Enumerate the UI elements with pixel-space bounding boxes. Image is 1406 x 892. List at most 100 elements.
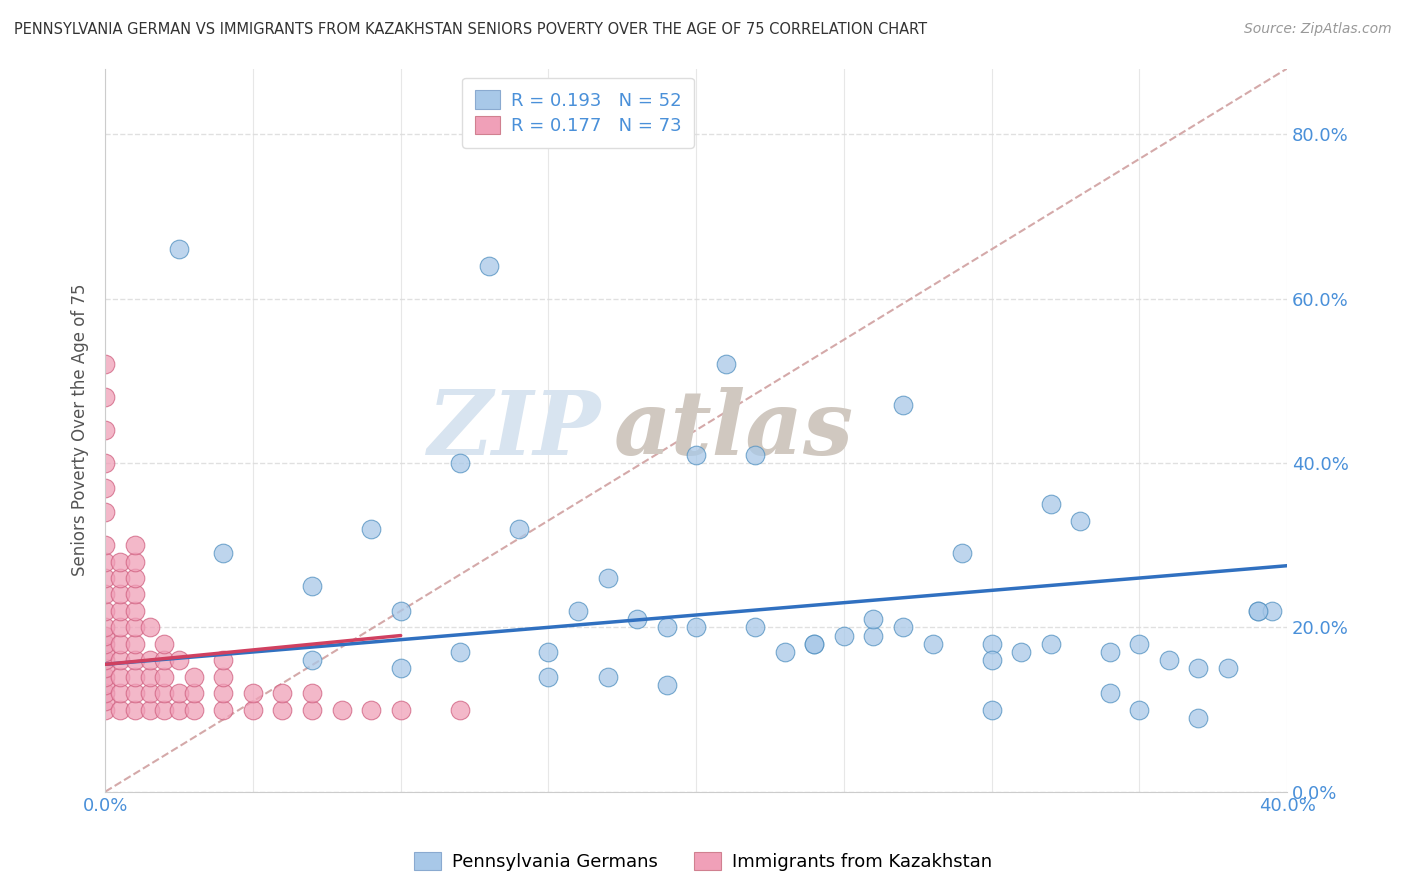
Text: atlas: atlas <box>613 387 853 474</box>
Point <box>94 686 117 700</box>
Point <box>389 661 412 675</box>
Point <box>138 670 160 684</box>
Point <box>94 538 117 552</box>
Point <box>301 653 323 667</box>
Point <box>212 686 235 700</box>
Point <box>124 637 146 651</box>
Point <box>1261 604 1284 618</box>
Point <box>389 604 412 618</box>
Point <box>183 702 205 716</box>
Point <box>138 653 160 667</box>
Point <box>360 702 382 716</box>
Point <box>685 620 707 634</box>
Point <box>596 571 619 585</box>
Point <box>271 702 294 716</box>
Point <box>94 694 117 708</box>
Point <box>1246 604 1268 618</box>
Point <box>108 637 131 651</box>
Point <box>921 637 943 651</box>
Point <box>108 604 131 618</box>
Point <box>94 653 117 667</box>
Point <box>744 620 766 634</box>
Point <box>212 546 235 560</box>
Point <box>124 604 146 618</box>
Point <box>389 702 412 716</box>
Point <box>301 702 323 716</box>
Point <box>537 645 560 659</box>
Point <box>124 538 146 552</box>
Point <box>94 357 117 371</box>
Point <box>124 686 146 700</box>
Point <box>508 522 530 536</box>
Point <box>1098 686 1121 700</box>
Point <box>124 587 146 601</box>
Point <box>478 259 501 273</box>
Point <box>744 448 766 462</box>
Point <box>1128 702 1150 716</box>
Point <box>1246 604 1268 618</box>
Point <box>138 686 160 700</box>
Point <box>108 587 131 601</box>
Point <box>449 645 471 659</box>
Point <box>891 399 914 413</box>
Point <box>330 702 353 716</box>
Point <box>183 670 205 684</box>
Point <box>94 661 117 675</box>
Point <box>950 546 973 560</box>
Point <box>94 456 117 470</box>
Point <box>862 629 884 643</box>
Point <box>94 587 117 601</box>
Point <box>212 653 235 667</box>
Point <box>124 620 146 634</box>
Point <box>1216 661 1239 675</box>
Point <box>108 620 131 634</box>
Point <box>94 604 117 618</box>
Point <box>567 604 589 618</box>
Point <box>301 579 323 593</box>
Legend: R = 0.193   N = 52, R = 0.177   N = 73: R = 0.193 N = 52, R = 0.177 N = 73 <box>463 78 695 148</box>
Point <box>153 670 176 684</box>
Point <box>832 629 855 643</box>
Point <box>124 653 146 667</box>
Point <box>212 702 235 716</box>
Point <box>1128 637 1150 651</box>
Point <box>94 629 117 643</box>
Point <box>596 670 619 684</box>
Point <box>94 423 117 437</box>
Point <box>94 645 117 659</box>
Point <box>167 702 190 716</box>
Point <box>153 653 176 667</box>
Point <box>360 522 382 536</box>
Point <box>167 686 190 700</box>
Text: PENNSYLVANIA GERMAN VS IMMIGRANTS FROM KAZAKHSTAN SENIORS POVERTY OVER THE AGE O: PENNSYLVANIA GERMAN VS IMMIGRANTS FROM K… <box>14 22 927 37</box>
Point <box>94 390 117 404</box>
Point <box>212 670 235 684</box>
Point <box>124 555 146 569</box>
Point <box>655 678 678 692</box>
Text: ZIP: ZIP <box>429 387 602 474</box>
Point <box>138 702 160 716</box>
Point <box>124 702 146 716</box>
Point <box>94 481 117 495</box>
Point <box>1098 645 1121 659</box>
Point <box>138 620 160 634</box>
Point <box>183 686 205 700</box>
Point <box>94 702 117 716</box>
Point <box>94 555 117 569</box>
Point <box>980 653 1002 667</box>
Point <box>124 670 146 684</box>
Legend: Pennsylvania Germans, Immigrants from Kazakhstan: Pennsylvania Germans, Immigrants from Ka… <box>406 845 1000 879</box>
Point <box>1157 653 1180 667</box>
Point <box>626 612 648 626</box>
Point <box>1187 711 1209 725</box>
Point <box>803 637 825 651</box>
Point <box>685 448 707 462</box>
Point <box>980 637 1002 651</box>
Point <box>167 243 190 257</box>
Point <box>449 702 471 716</box>
Point <box>108 571 131 585</box>
Point <box>1187 661 1209 675</box>
Point <box>94 637 117 651</box>
Point <box>655 620 678 634</box>
Point <box>537 670 560 684</box>
